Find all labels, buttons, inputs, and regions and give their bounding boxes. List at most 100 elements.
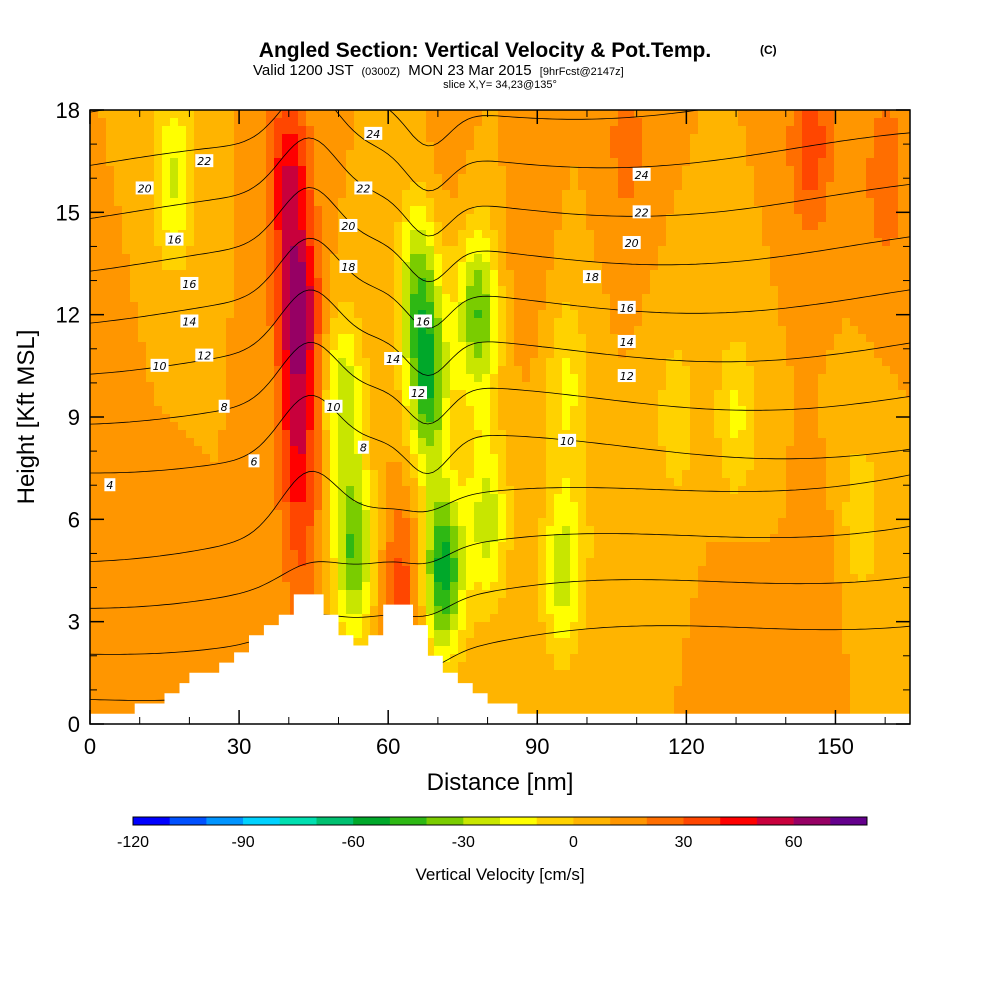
velocity-cell [370, 430, 379, 439]
velocity-cell [362, 510, 371, 519]
velocity-cell [410, 366, 419, 375]
velocity-cell [458, 286, 467, 295]
velocity-cell [490, 422, 499, 431]
velocity-cell [322, 358, 331, 367]
velocity-cell [450, 446, 459, 455]
velocity-cell [338, 422, 347, 431]
velocity-cell [346, 206, 355, 215]
velocity-cell [218, 278, 227, 287]
velocity-cell [490, 446, 499, 455]
velocity-cell [98, 134, 107, 143]
velocity-cell [434, 118, 443, 127]
velocity-cell [306, 278, 315, 287]
velocity-cell [218, 446, 227, 455]
velocity-cell [410, 302, 419, 311]
velocity-cell [346, 398, 355, 407]
velocity-cell [330, 126, 339, 135]
velocity-cell [186, 406, 195, 415]
velocity-cell [362, 150, 371, 159]
velocity-cell [290, 238, 299, 247]
velocity-cell [106, 398, 115, 407]
velocity-cell [554, 534, 563, 543]
velocity-cell [346, 238, 355, 247]
velocity-cell [202, 294, 211, 303]
velocity-cell [546, 510, 555, 519]
velocity-cell [586, 238, 595, 247]
velocity-cell [410, 174, 419, 183]
velocity-cell [594, 478, 603, 487]
velocity-cell [330, 214, 339, 223]
velocity-cell [146, 686, 155, 695]
velocity-cell [522, 190, 531, 199]
velocity-cell [378, 342, 387, 351]
velocity-cell [442, 166, 451, 175]
velocity-cell [210, 414, 219, 423]
velocity-cell [586, 686, 595, 695]
velocity-cell [154, 334, 163, 343]
velocity-cell [410, 446, 419, 455]
velocity-cell [426, 366, 435, 375]
velocity-cell [106, 494, 115, 503]
velocity-cell [194, 134, 203, 143]
velocity-cell [578, 558, 587, 567]
velocity-cell [330, 310, 339, 319]
velocity-cell [466, 478, 475, 487]
velocity-cell [162, 470, 171, 479]
velocity-cell [554, 358, 563, 367]
velocity-cell [138, 422, 147, 431]
velocity-cell [178, 470, 187, 479]
velocity-cell [546, 478, 555, 487]
velocity-cell [450, 606, 459, 615]
velocity-cell [210, 582, 219, 591]
velocity-cell [602, 366, 611, 375]
velocity-cell [434, 318, 443, 327]
velocity-cell [330, 510, 339, 519]
velocity-cell [138, 174, 147, 183]
velocity-cell [490, 462, 499, 471]
velocity-cell [434, 166, 443, 175]
velocity-cell [114, 262, 123, 271]
velocity-cell [498, 206, 507, 215]
velocity-cell [538, 470, 547, 479]
velocity-cell [546, 254, 555, 263]
velocity-cell [250, 558, 259, 567]
velocity-cell [514, 134, 523, 143]
velocity-cell [218, 534, 227, 543]
velocity-cell [98, 334, 107, 343]
velocity-cell [306, 582, 315, 591]
velocity-cell [514, 606, 523, 615]
velocity-cell [426, 390, 435, 399]
velocity-cell [106, 454, 115, 463]
velocity-cell [498, 214, 507, 223]
velocity-cell [202, 470, 211, 479]
velocity-cell [186, 430, 195, 439]
velocity-cell [258, 198, 267, 207]
velocity-cell [370, 342, 379, 351]
velocity-cell [450, 318, 459, 327]
velocity-cell [362, 302, 371, 311]
velocity-cell [138, 390, 147, 399]
velocity-cell [426, 262, 435, 271]
velocity-cell [346, 142, 355, 151]
velocity-cell [578, 374, 587, 383]
velocity-cell [90, 598, 99, 607]
velocity-cell [466, 126, 475, 135]
velocity-cell [522, 454, 531, 463]
velocity-cell [314, 526, 323, 535]
velocity-cell [210, 158, 219, 167]
velocity-cell [330, 366, 339, 375]
velocity-cell [354, 422, 363, 431]
velocity-cell [154, 678, 163, 687]
velocity-cell [202, 262, 211, 271]
velocity-cell [570, 638, 579, 647]
velocity-cell [370, 294, 379, 303]
velocity-cell [186, 134, 195, 143]
velocity-cell [386, 142, 395, 151]
velocity-cell [578, 358, 587, 367]
velocity-cell [282, 358, 291, 367]
velocity-cell [154, 350, 163, 359]
velocity-cell [250, 382, 259, 391]
velocity-cell [554, 390, 563, 399]
velocity-cell [186, 390, 195, 399]
velocity-cell [602, 510, 611, 519]
